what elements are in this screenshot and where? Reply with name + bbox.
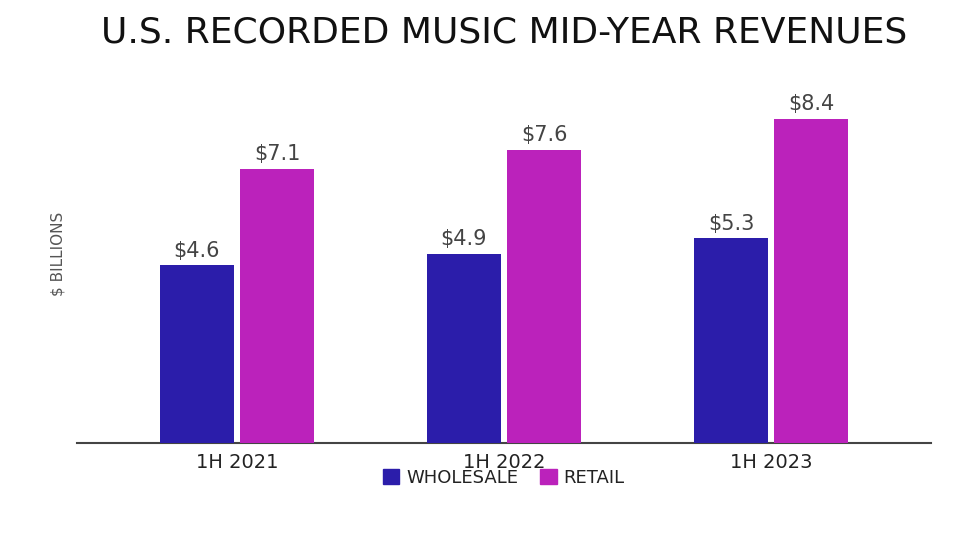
Text: $4.9: $4.9	[441, 229, 487, 249]
Bar	[693, 238, 768, 443]
Text: $4.6: $4.6	[174, 241, 220, 261]
Title: U.S. RECORDED MUSIC MID-YEAR REVENUES: U.S. RECORDED MUSIC MID-YEAR REVENUES	[101, 16, 907, 50]
Text: $8.4: $8.4	[788, 94, 834, 114]
Bar	[507, 150, 582, 443]
Bar	[159, 265, 234, 443]
Bar	[426, 254, 501, 443]
Legend: WHOLESALE, RETAIL: WHOLESALE, RETAIL	[376, 462, 632, 494]
Text: $7.1: $7.1	[253, 144, 300, 164]
Bar	[240, 169, 315, 443]
Y-axis label: $ BILLIONS: $ BILLIONS	[51, 212, 65, 296]
Bar	[774, 119, 849, 443]
Text: $7.6: $7.6	[521, 125, 567, 145]
Text: $5.3: $5.3	[708, 214, 755, 234]
